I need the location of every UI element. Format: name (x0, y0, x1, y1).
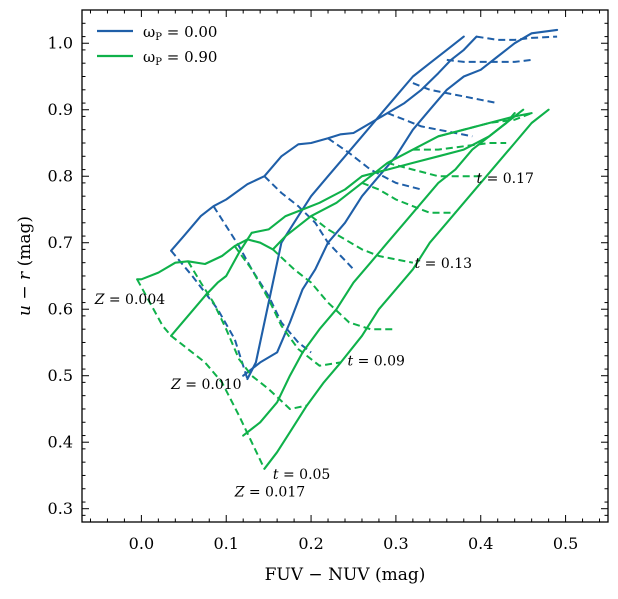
y-tick-label: 0.7 (48, 233, 73, 252)
y-tick-label: 0.6 (48, 300, 73, 319)
annotation-label: t = 0.13 (415, 256, 472, 272)
metallicity-track-wp090-1 (136, 112, 533, 281)
y-axis-label: u − r (mag) (15, 216, 35, 316)
age-track-wp090-8 (412, 142, 507, 151)
annotation-label: Z = 0.017 (234, 485, 305, 501)
annotation-label: t = 0.17 (477, 171, 534, 187)
age-track-wp090-6 (361, 181, 456, 214)
x-tick-label: 0.0 (129, 534, 154, 553)
annotation-label: Z = 0.010 (170, 377, 241, 393)
legend-label-blue: ωP = 0.00 (143, 23, 217, 43)
age-track-wp000-1 (170, 250, 249, 380)
metallicity-track-wp000-2 (246, 35, 465, 381)
metallicity-track-wp090-4 (263, 108, 550, 470)
x-tick-label: 0.5 (553, 534, 578, 553)
x-tick-label: 0.3 (383, 534, 408, 553)
ticks-layer: 0.0 0.1 0.2 0.3 0.4 0.5 0.3 0.4 0.5 0.6 0.7 0.8 0.9 1… (48, 10, 608, 553)
y-tick-label: 0.4 (48, 433, 73, 452)
age-track-wp000-3 (263, 175, 355, 270)
annotation-label: t = 0.05 (273, 467, 330, 483)
annotation-label: t = 0.09 (348, 354, 405, 370)
age-track-wp000-8 (476, 35, 558, 41)
age-track-wp090-1 (136, 278, 266, 470)
y-tick-label: 0.5 (48, 366, 73, 385)
plot-frame (81, 9, 609, 523)
annotation-label: Z = 0.004 (94, 292, 166, 308)
x-tick-label: 0.2 (298, 534, 323, 553)
age-track-wp000-5 (387, 112, 473, 138)
y-tick-label: 1.0 (48, 34, 73, 53)
x-axis-label: FUV − NUV (mag) (265, 565, 426, 585)
x-tick-label: 0.4 (468, 534, 493, 553)
age-track-wp000-6 (412, 82, 498, 105)
metallicity-track-wp000-3 (242, 28, 559, 377)
metallicity-track-wp000-1 (170, 35, 478, 252)
y-tick-label: 0.3 (48, 499, 73, 518)
age-track-wp090-7 (387, 161, 481, 178)
y-tick-label: 0.8 (48, 167, 73, 186)
metallicity-track-wp090-3 (242, 112, 516, 437)
age-track-wp000-7 (446, 58, 532, 63)
x-tick-label: 0.1 (213, 534, 238, 553)
legend: ωP = 0.00 ωP = 0.90 (97, 23, 217, 68)
tracks-layer (136, 28, 559, 470)
y-tick-label: 0.9 (48, 100, 73, 119)
age-track-wp000-4 (327, 137, 422, 191)
age-track-wp090-5 (310, 215, 414, 264)
age-track-wp090-2 (187, 260, 307, 410)
legend-label-green: ωP = 0.90 (143, 48, 217, 68)
age-track-wp090-3 (233, 245, 341, 367)
metallicity-track-wp090-2 (170, 108, 525, 337)
annotations-layer: t = 0.17 t = 0.13 t = 0.09 t = 0.05 Z = 0.00… (94, 171, 534, 501)
